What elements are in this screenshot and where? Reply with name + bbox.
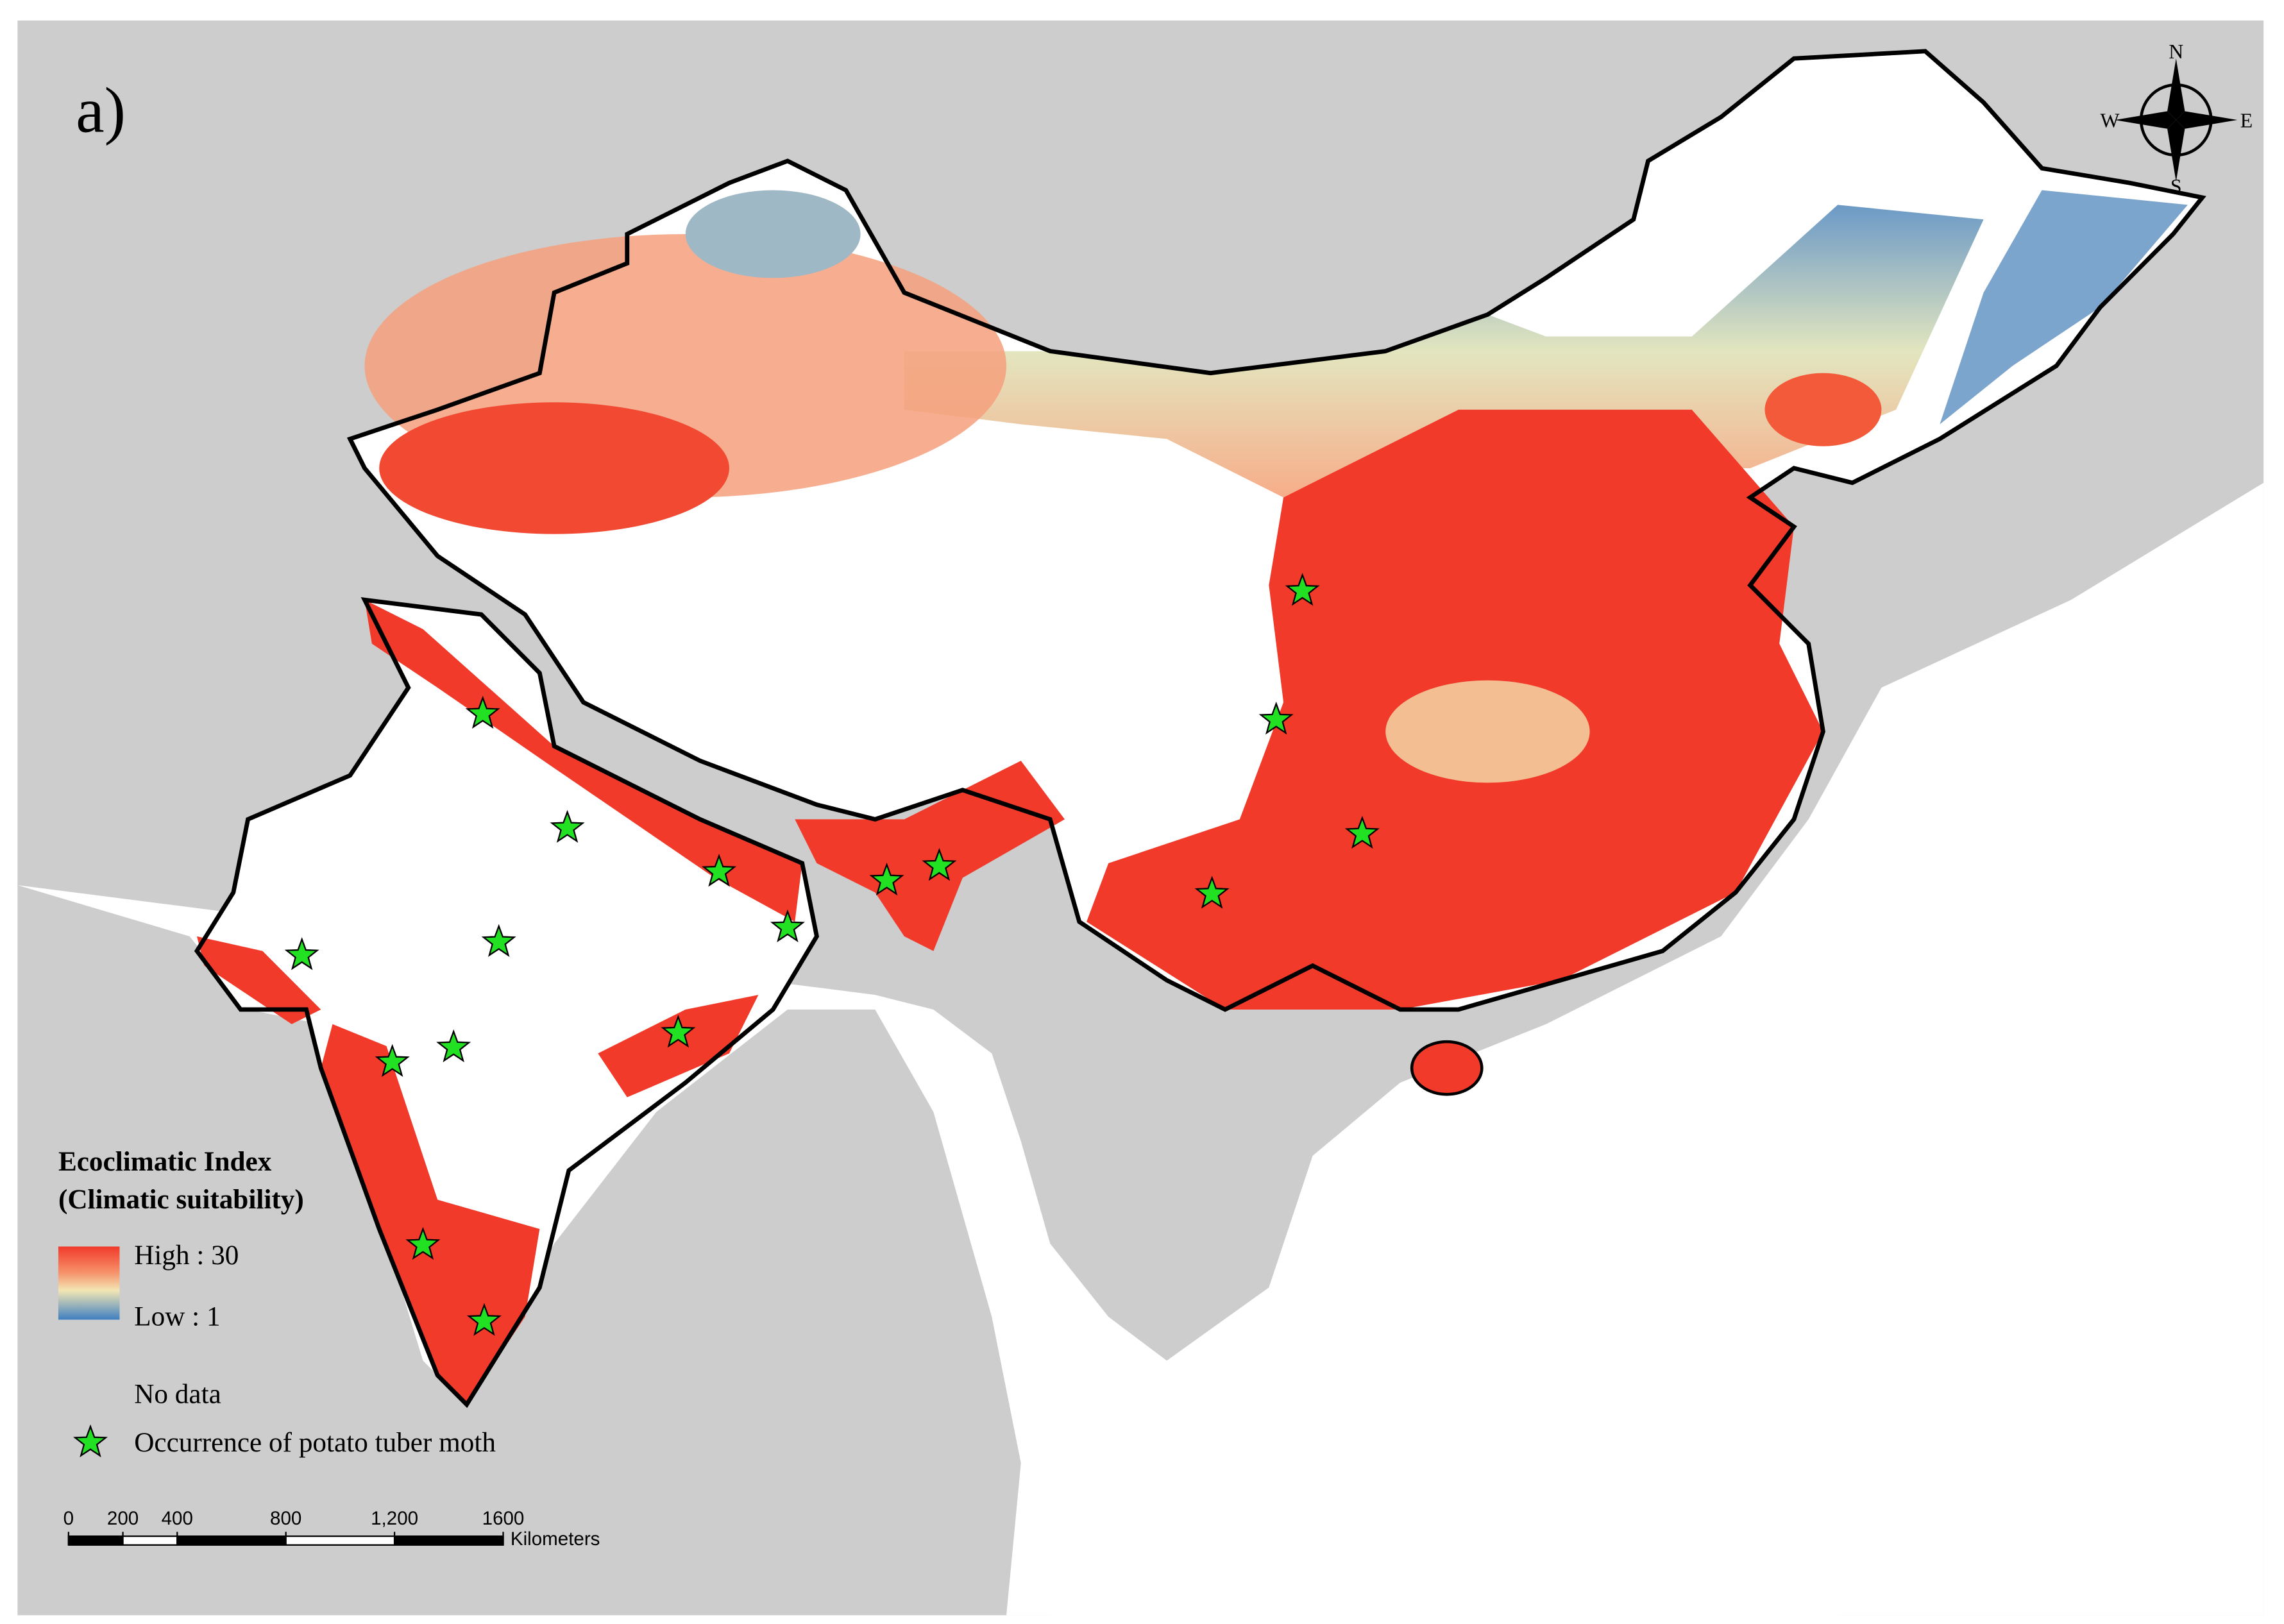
india-border <box>194 597 820 1408</box>
scale-tick-label: 400 <box>162 1508 193 1529</box>
legend: Ecoclimatic Index (Climatic suitability)… <box>58 1146 496 1458</box>
legend-occurrence: Occurrence of potato tuber moth <box>134 1427 496 1458</box>
scale-segment <box>67 1535 124 1546</box>
compass-north: N <box>2169 40 2183 63</box>
suitability-gujarat <box>196 936 321 1024</box>
suitability-north <box>904 205 1984 498</box>
legend-subtitle: (Climatic suitability) <box>58 1184 304 1215</box>
china-border <box>346 49 2206 1012</box>
occurrence-star <box>922 848 957 881</box>
occurrence-star <box>375 1044 410 1078</box>
occurrence-star <box>405 1226 441 1260</box>
occurrence-star <box>465 695 500 729</box>
occurrence-star <box>661 1015 696 1048</box>
compass-needle <box>2115 111 2176 129</box>
occurrence-star <box>1194 875 1230 909</box>
suitability-hainan <box>1410 1040 1484 1096</box>
scale-tick-label: 1,200 <box>371 1508 418 1529</box>
suitability-tarim <box>379 402 729 534</box>
suitability-northeast-india <box>795 761 1065 951</box>
compass: N E S W <box>2100 40 2253 198</box>
occurrence-star <box>466 1303 502 1336</box>
occurrence-star <box>1285 573 1320 606</box>
legend-no-data: No data <box>134 1378 221 1409</box>
legend-no-data-swatch <box>58 1375 120 1408</box>
suitability-central <box>1385 680 1590 783</box>
occurrence-star <box>869 862 904 896</box>
scale-segment <box>393 1535 504 1546</box>
occurrences <box>284 573 1380 1336</box>
suitability-liaoning <box>1764 373 1882 446</box>
compass-west: W <box>2100 109 2120 131</box>
suitability-dzungaria <box>685 190 861 278</box>
occurrence-star <box>770 909 805 943</box>
compass-needle <box>2167 58 2185 121</box>
occurrence-star <box>550 809 585 843</box>
scale-segment <box>285 1535 396 1546</box>
occurrence-star <box>1344 815 1380 849</box>
scale-segment <box>122 1535 178 1546</box>
scale-unit: Kilometers <box>511 1528 600 1550</box>
scale-tick-label: 800 <box>270 1508 301 1529</box>
occurrence-star <box>284 937 319 970</box>
ocean-south <box>1050 1170 1838 1616</box>
occurrence-star <box>436 1029 471 1063</box>
compass-south: S <box>2170 175 2182 198</box>
occurrence-star <box>702 854 737 887</box>
scale-tick-label: 1600 <box>482 1508 525 1529</box>
panel-label: a) <box>76 74 126 146</box>
occurrence-star-symbol <box>72 1424 108 1458</box>
country-borders <box>194 49 2206 1408</box>
legend-high: High : 30 <box>134 1240 239 1271</box>
scale-tick-label: 200 <box>107 1508 139 1529</box>
scale-tick-label: 0 <box>63 1508 74 1529</box>
compass-needle <box>2167 120 2185 182</box>
scale-segment <box>176 1535 287 1546</box>
legend-gradient <box>58 1246 120 1320</box>
occurrence-star <box>481 924 516 957</box>
compass-east: E <box>2240 109 2253 131</box>
occurrence-star <box>1258 701 1294 735</box>
legend-low: Low : 1 <box>134 1301 220 1332</box>
compass-needle <box>2176 111 2238 129</box>
suitability-east-india <box>598 995 759 1097</box>
legend-title: Ecoclimatic Index <box>58 1146 272 1177</box>
legend-star <box>72 1424 108 1458</box>
suitability-northeast <box>1940 190 2188 425</box>
